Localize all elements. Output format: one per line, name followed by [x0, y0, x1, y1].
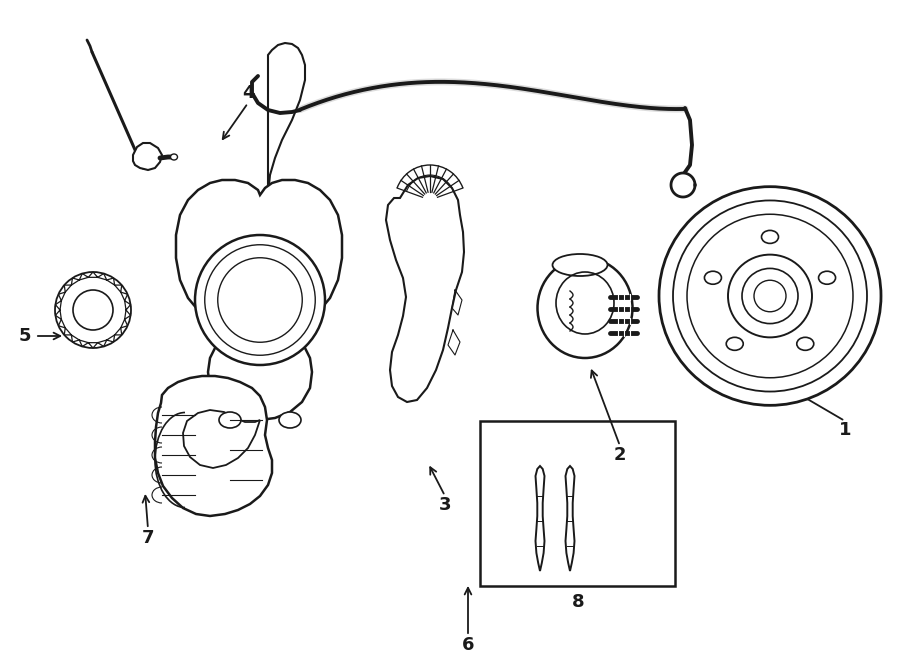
Polygon shape [107, 278, 114, 285]
Polygon shape [64, 328, 71, 335]
Ellipse shape [219, 412, 241, 428]
Polygon shape [98, 274, 107, 280]
Polygon shape [88, 272, 98, 278]
Polygon shape [176, 180, 342, 420]
Polygon shape [79, 340, 88, 346]
Polygon shape [107, 335, 114, 342]
Ellipse shape [195, 235, 325, 365]
Bar [480, 421, 675, 586]
Text: 2: 2 [614, 446, 626, 464]
Polygon shape [565, 466, 574, 571]
Ellipse shape [726, 337, 743, 350]
Polygon shape [671, 173, 695, 197]
Ellipse shape [537, 258, 633, 358]
Polygon shape [58, 319, 65, 328]
Ellipse shape [819, 271, 835, 284]
Polygon shape [114, 285, 122, 292]
Ellipse shape [279, 412, 301, 428]
Text: 1: 1 [839, 421, 851, 439]
Polygon shape [125, 301, 130, 310]
Text: 8: 8 [572, 593, 584, 611]
Ellipse shape [170, 154, 177, 160]
Ellipse shape [553, 254, 608, 276]
Polygon shape [155, 376, 272, 516]
Polygon shape [98, 340, 107, 346]
Text: 3: 3 [439, 496, 451, 514]
Ellipse shape [761, 231, 778, 243]
Polygon shape [58, 292, 65, 301]
Polygon shape [268, 43, 305, 195]
Polygon shape [64, 285, 71, 292]
Polygon shape [536, 466, 544, 571]
Polygon shape [133, 143, 162, 170]
Polygon shape [121, 319, 128, 328]
Polygon shape [71, 278, 79, 285]
Ellipse shape [705, 271, 722, 284]
Polygon shape [183, 410, 260, 468]
Polygon shape [56, 301, 61, 310]
Polygon shape [56, 310, 61, 319]
Text: 6: 6 [462, 636, 474, 654]
Polygon shape [121, 292, 128, 301]
Text: 4: 4 [242, 84, 254, 102]
Polygon shape [125, 310, 130, 319]
Polygon shape [71, 335, 79, 342]
Polygon shape [114, 328, 122, 335]
Ellipse shape [659, 187, 881, 405]
Polygon shape [386, 176, 464, 402]
Ellipse shape [796, 337, 814, 350]
Polygon shape [88, 342, 98, 348]
Text: 7: 7 [142, 529, 154, 547]
Text: 5: 5 [19, 327, 32, 345]
Ellipse shape [60, 277, 126, 343]
Polygon shape [79, 274, 88, 280]
